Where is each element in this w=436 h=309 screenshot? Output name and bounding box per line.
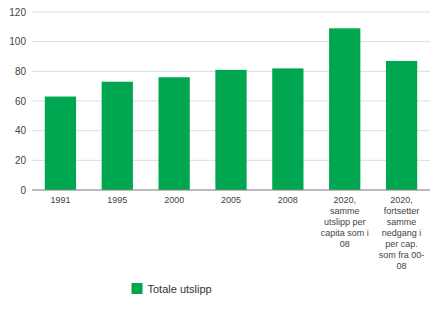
grid	[32, 12, 430, 190]
bar	[159, 77, 190, 190]
bar	[215, 70, 246, 190]
legend-swatch	[132, 283, 143, 294]
bar	[102, 82, 133, 190]
y-tick-label: 120	[9, 7, 26, 18]
y-tick-label: 20	[15, 155, 27, 166]
grid-line	[32, 190, 430, 191]
chart: 0 20 40 60 80 100 120 1991 1995 2000 2005 2008 2020,…	[0, 0, 436, 309]
y-tick-label: 0	[20, 185, 26, 196]
x-tick-label: 2020,sammeutslipp percapita som i08	[321, 195, 369, 249]
x-tick-label: 2005	[221, 195, 241, 205]
legend: Totale utslipp	[132, 283, 212, 295]
chart-container: 0 20 40 60 80 100 120 1991 1995 2000 2005 2008 2020,…	[0, 0, 436, 309]
x-axis-line	[32, 190, 430, 191]
y-tick-label: 100	[9, 36, 26, 47]
y-tick-label: 80	[15, 66, 27, 77]
bar	[329, 28, 360, 190]
x-tick-label: 2008	[278, 195, 298, 205]
grid-line	[32, 41, 430, 42]
x-tick-label: 2000	[164, 195, 184, 205]
y-tick-label: 40	[15, 125, 27, 136]
bars	[45, 28, 417, 190]
bar	[386, 61, 417, 190]
y-tick-label: 60	[15, 96, 27, 107]
x-tick-label: 2020,fortsettersammenedgang iper cap.som…	[379, 195, 425, 271]
x-tick-label: 1995	[107, 195, 127, 205]
x-tick-label: 1991	[50, 195, 70, 205]
grid-line	[32, 12, 430, 13]
bar	[272, 68, 303, 190]
legend-label: Totale utslipp	[148, 283, 212, 295]
bar	[45, 97, 76, 190]
